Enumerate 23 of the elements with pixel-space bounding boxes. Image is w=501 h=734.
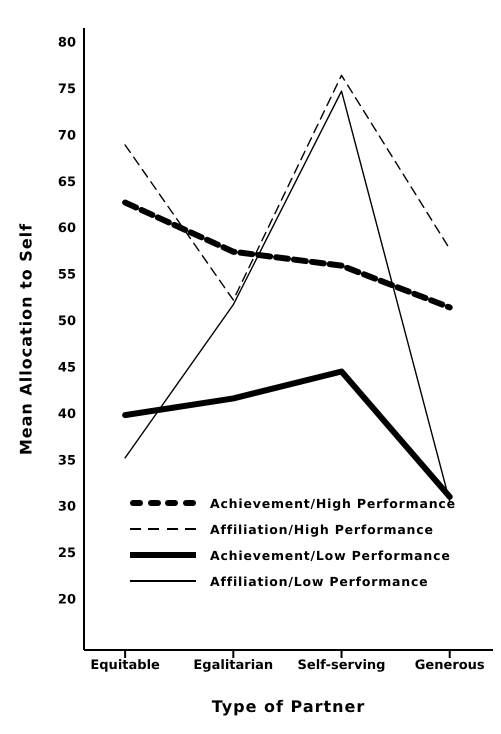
legend-label: Achievement/High Performance: [210, 496, 456, 510]
y-tick-label: 45: [58, 360, 76, 376]
y-tick-label: 65: [58, 174, 76, 190]
y-tick-label: 80: [58, 36, 76, 51]
x-axis-title: Type of Partner: [212, 697, 366, 716]
y-axis-title: Mean Allocation to Self: [16, 222, 36, 456]
y-tick-label: 40: [58, 406, 76, 422]
y-tick-label: 70: [58, 128, 76, 144]
x-tick-label: Equitable: [90, 658, 160, 674]
y-tick-label: 25: [58, 546, 76, 562]
y-tick-label: 55: [58, 268, 76, 283]
legend-label: Affiliation/Low Performance: [210, 574, 428, 588]
legend-label: Achievement/Low Performance: [210, 548, 451, 562]
y-tick-label: 30: [58, 500, 76, 515]
x-tick-label: Generous: [414, 658, 485, 674]
x-tick-label: Egalitarian: [193, 658, 274, 674]
legend-label: Affiliation/High Performance: [210, 522, 434, 536]
y-tick-label: 75: [58, 82, 76, 97]
y-tick-label: 35: [58, 453, 76, 468]
y-tick-label: 20: [58, 592, 76, 608]
y-tick-label: 50: [58, 314, 76, 330]
y-tick-label: 60: [58, 221, 76, 236]
x-tick-label: Self-serving: [298, 658, 386, 674]
